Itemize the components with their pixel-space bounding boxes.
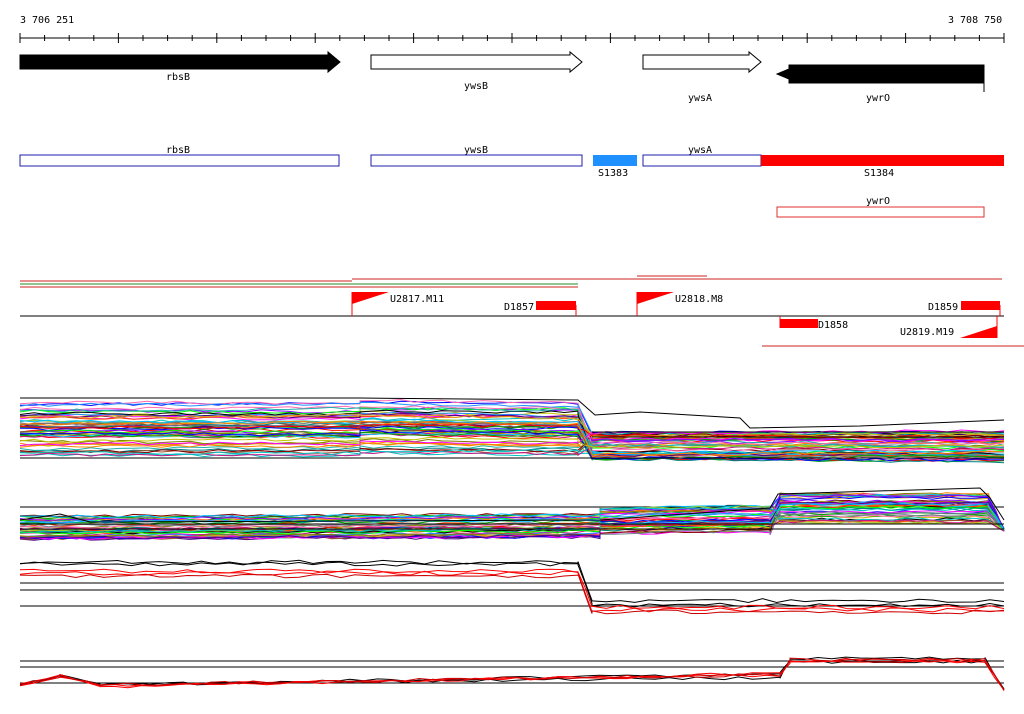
expression-panel-replicates xyxy=(19,559,1005,615)
profile-line xyxy=(19,451,1005,459)
annot-label-ywsA: ywsA xyxy=(688,145,712,156)
feature-label-U2817: U2817.M11 xyxy=(390,294,444,305)
annotation-track: rbsB ywsB S1383 ywsA S1384 ywrO xyxy=(19,145,1004,218)
feature-track: U2817.M11 D1857 U2818.M8 D1859 D1858 U28… xyxy=(20,275,1024,347)
annot-label-ywrO: ywrO xyxy=(866,196,890,207)
profile-line xyxy=(19,493,1005,532)
profile-line xyxy=(19,511,1005,535)
profile-line xyxy=(19,500,1005,531)
profile-line xyxy=(20,397,1005,429)
annot-box-rbsB[interactable] xyxy=(19,154,340,167)
gene-label-ywsB: ywsB xyxy=(464,81,488,92)
profile-line xyxy=(19,559,1005,604)
profile-line xyxy=(19,573,1005,615)
coord-start: 3 706 251 xyxy=(20,15,74,26)
profile-line xyxy=(19,658,1005,692)
profile-line xyxy=(19,432,1005,461)
profile-line xyxy=(19,405,1005,446)
expression-panel-conditions xyxy=(19,397,1005,464)
profile-line xyxy=(19,409,1005,456)
feature-label-D1859: D1859 xyxy=(928,302,958,313)
coordinate-ruler: 3 706 251 3 708 750 xyxy=(19,15,1005,43)
profile-line xyxy=(19,427,1005,442)
annot-label-ywsB: ywsB xyxy=(464,145,488,156)
gene-label-ywrO: ywrO xyxy=(866,93,890,104)
profile-line xyxy=(19,660,1005,691)
expression-panel-replicates-2 xyxy=(19,656,1005,692)
profile-line xyxy=(20,503,1005,531)
segment-label-S1383: S1383 xyxy=(598,168,628,179)
profile-line xyxy=(19,487,1005,523)
feature-label-D1857: D1857 xyxy=(504,302,534,313)
profile-line xyxy=(19,500,1005,540)
profile-line xyxy=(19,418,1005,455)
downshift-block-D1858[interactable] xyxy=(780,319,818,328)
profile-line xyxy=(19,504,1005,535)
downshift-block-D1857[interactable] xyxy=(536,301,576,310)
profile-line xyxy=(19,407,1005,450)
gene-arrow-rbsB[interactable] xyxy=(19,50,341,74)
annot-label-rbsB: rbsB xyxy=(166,145,190,156)
profile-line xyxy=(19,423,1005,463)
profile-line xyxy=(19,429,1005,447)
gene-track: rbsB ywsB ywsA ywrO xyxy=(19,50,985,104)
coord-end: 3 708 750 xyxy=(948,15,1002,26)
profile-line xyxy=(19,570,1005,613)
profile-line xyxy=(19,436,1005,449)
upshift-flag-U2819[interactable] xyxy=(960,326,997,338)
annot-box-ywrO[interactable] xyxy=(776,206,985,218)
segment-label-S1384: S1384 xyxy=(864,168,894,179)
profile-line xyxy=(19,659,1005,690)
ruler-ticks xyxy=(19,33,1005,43)
upshift-flag-U2818[interactable] xyxy=(637,292,674,304)
gene-label-ywsA: ywsA xyxy=(688,93,712,104)
annot-box-ywsB[interactable] xyxy=(370,154,583,167)
feature-label-U2818: U2818.M8 xyxy=(675,294,723,305)
segment-S1383[interactable] xyxy=(593,155,637,166)
upshift-flag-U2817[interactable] xyxy=(352,292,389,304)
profile-line xyxy=(19,429,1005,462)
expression-panel-conditions-2 xyxy=(19,487,1005,541)
profile-line xyxy=(19,568,1005,610)
profile-line xyxy=(19,398,1005,452)
downshift-block-D1859[interactable] xyxy=(961,301,1000,310)
gene-arrow-ywsB[interactable] xyxy=(370,50,583,74)
profile-line xyxy=(19,442,1005,456)
feature-label-D1858: D1858 xyxy=(818,320,848,331)
segment-S1384[interactable] xyxy=(761,155,1004,166)
feature-label-U2819: U2819.M19 xyxy=(900,327,954,338)
annot-box-ywsA[interactable] xyxy=(642,154,762,167)
profile-line xyxy=(19,514,1005,530)
gene-label-rbsB: rbsB xyxy=(166,72,190,83)
gene-arrow-ywrO[interactable] xyxy=(775,64,985,84)
profile-line xyxy=(19,420,1005,456)
gene-arrow-ywsA[interactable] xyxy=(642,50,762,74)
profile-line xyxy=(19,657,1005,691)
